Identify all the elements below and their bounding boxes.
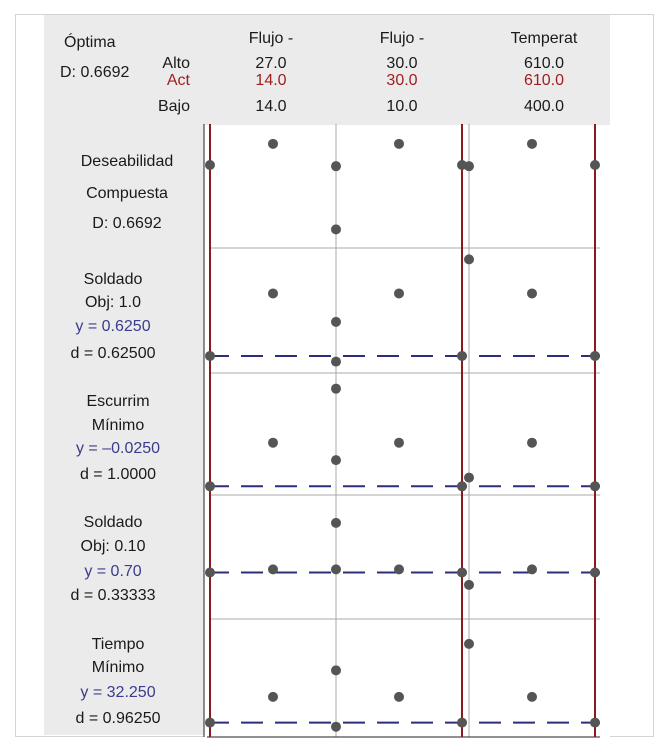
factor-1-bajo: 14.0: [255, 98, 287, 115]
data-point-r4-f1-1: [205, 567, 215, 578]
row-5-line-1: Tiempo: [91, 636, 145, 653]
plot-area: [204, 125, 610, 737]
data-point-r2-f2-3: [457, 350, 467, 361]
row-2-line-1: Soldado: [83, 271, 143, 288]
row-2-line-2: Obj: 1.0: [84, 294, 142, 311]
data-point-r5-f3-2: [527, 691, 537, 702]
data-point-r1-f3-1: [464, 161, 474, 172]
data-point-r2-f2-1: [331, 356, 341, 367]
data-point-r3-f1-3: [331, 455, 341, 466]
data-point-r3-f1-1: [205, 481, 215, 492]
row-2-d: d = 0.62500: [70, 345, 156, 362]
row-2-y: y = 0.6250: [75, 318, 151, 335]
data-point-r2-f3-1: [464, 254, 474, 265]
row-1-line-2: Compuesta: [86, 185, 168, 202]
response-label-panel: [44, 125, 204, 735]
data-point-r5-f1-3: [331, 665, 341, 676]
row-3-d: d = 1.0000: [79, 466, 157, 483]
composite-d-value: D: 0.6692: [60, 64, 130, 81]
data-point-r2-f3-3: [590, 350, 600, 361]
data-point-r5-f2-2: [394, 691, 404, 702]
data-point-r2-f1-3: [331, 316, 341, 327]
data-point-r3-f2-1: [331, 383, 341, 394]
data-point-r2-f3-2: [527, 288, 537, 299]
data-point-r5-f2-1: [331, 721, 341, 732]
factor-3-act: 610.0: [523, 72, 565, 89]
data-point-r4-f3-3: [590, 567, 600, 578]
row-1-line-1: Deseabilidad: [80, 153, 174, 170]
factor-2-name: Flujo -: [379, 30, 425, 47]
factor-2-alto: 30.0: [386, 55, 418, 72]
factor-2-bajo: 10.0: [386, 98, 418, 115]
row-3-line-2: Mínimo: [91, 417, 145, 434]
data-point-r3-f3-3: [590, 481, 600, 492]
row-4-line-2: Obj: 0.10: [80, 538, 146, 555]
data-point-r4-f2-2: [394, 564, 404, 575]
data-point-r1-f1-2: [268, 138, 278, 149]
factor-1-act: 14.0: [255, 72, 287, 89]
data-point-r5-f3-1: [464, 638, 474, 649]
optima-title: Óptima: [64, 34, 116, 51]
data-point-r3-f3-2: [527, 437, 537, 448]
data-point-r4-f3-1: [464, 579, 474, 590]
row-5-d: d = 0.96250: [75, 710, 161, 727]
row-label-alto: Alto: [162, 55, 190, 72]
data-point-r1-f2-1: [331, 224, 341, 235]
data-point-r1-f2-2: [394, 138, 404, 149]
header-panel: [44, 15, 610, 125]
row-4-line-1: Soldado: [83, 514, 143, 531]
data-point-r1-f1-3: [331, 161, 341, 172]
factor-1-name: Flujo -: [248, 30, 294, 47]
data-point-r3-f1-2: [268, 437, 278, 448]
data-point-r2-f2-2: [394, 288, 404, 299]
data-point-r3-f3-1: [464, 472, 474, 483]
data-point-r4-f1-2: [268, 564, 278, 575]
data-point-r4-f2-3: [457, 567, 467, 578]
row-1-line-3: D: 0.6692: [92, 215, 162, 232]
data-point-r5-f2-3: [457, 717, 467, 728]
data-point-r1-f3-3: [590, 160, 600, 171]
data-point-r5-f3-3: [590, 717, 600, 728]
data-point-r5-f1-2: [268, 691, 278, 702]
factor-3-bajo: 400.0: [523, 98, 565, 115]
factor-3-alto: 610.0: [523, 55, 565, 72]
row-5-y: y = 32.250: [80, 684, 156, 701]
factor-1-alto: 27.0: [255, 55, 287, 72]
data-point-r4-f1-3: [331, 564, 341, 575]
data-point-r2-f1-2: [268, 288, 278, 299]
row-5-line-2: Mínimo: [91, 659, 145, 676]
row-4-y: y = 0.70: [84, 563, 142, 580]
factor-3-name: Temperat: [510, 30, 578, 47]
row-label-act: Act: [166, 72, 190, 89]
data-point-r4-f3-2: [527, 564, 537, 575]
data-point-r4-f2-1: [331, 517, 341, 528]
data-point-r2-f1-1: [205, 350, 215, 361]
row-3-line-1: Escurrim: [86, 393, 150, 410]
row-3-y: y = –0.0250: [75, 440, 161, 457]
data-point-r1-f3-2: [527, 138, 537, 149]
data-point-r5-f1-1: [205, 717, 215, 728]
data-point-r3-f2-3: [457, 481, 467, 492]
data-point-r3-f2-2: [394, 437, 404, 448]
row-4-d: d = 0.33333: [70, 587, 156, 604]
factor-2-act: 30.0: [386, 72, 418, 89]
row-label-bajo: Bajo: [157, 98, 190, 115]
data-point-r1-f1-1: [205, 160, 215, 171]
